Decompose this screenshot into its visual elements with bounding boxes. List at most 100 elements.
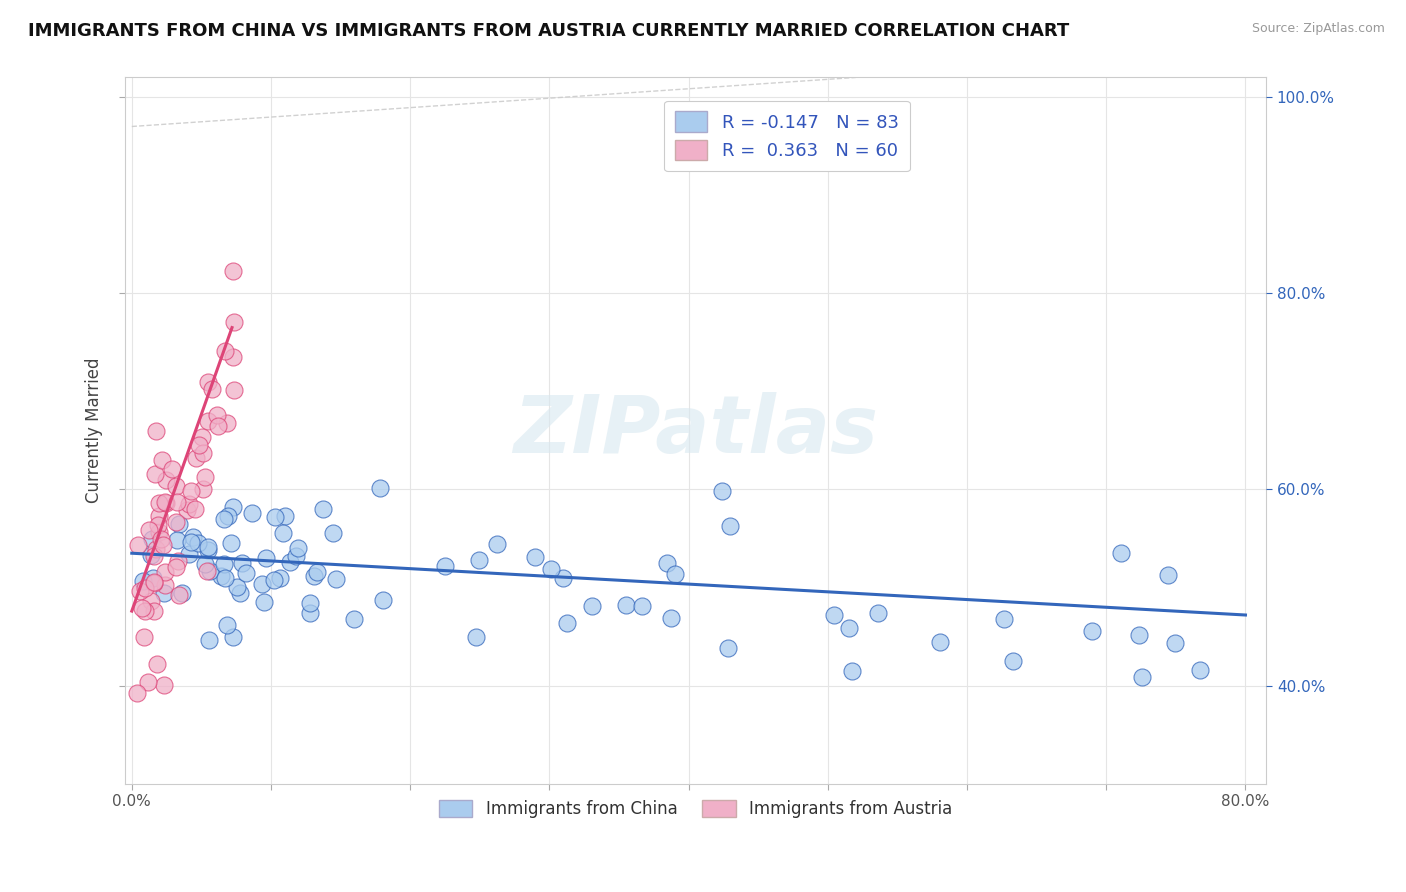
Point xyxy=(145,424,167,438)
Point xyxy=(718,519,741,533)
Point xyxy=(186,451,208,466)
Text: IMMIGRANTS FROM CHINA VS IMMIGRANTS FROM AUSTRIA CURRENTLY MARRIED CORRELATION C: IMMIGRANTS FROM CHINA VS IMMIGRANTS FROM… xyxy=(28,22,1070,40)
Point xyxy=(271,525,294,540)
Point xyxy=(1189,663,1212,677)
Point xyxy=(278,555,301,569)
Point xyxy=(866,606,889,620)
Point xyxy=(170,586,193,600)
Point xyxy=(207,418,229,433)
Point xyxy=(132,574,155,588)
Point xyxy=(145,541,167,556)
Point xyxy=(1157,567,1180,582)
Point xyxy=(841,664,863,678)
Point xyxy=(993,612,1015,626)
Point xyxy=(285,549,308,564)
Point xyxy=(155,496,177,510)
Point xyxy=(1081,624,1104,638)
Point xyxy=(253,595,276,609)
Point xyxy=(152,586,174,600)
Point xyxy=(143,549,166,563)
Point xyxy=(153,578,176,592)
Point xyxy=(205,408,228,422)
Point xyxy=(823,608,845,623)
Point xyxy=(1128,628,1150,642)
Point xyxy=(553,571,575,585)
Point xyxy=(523,550,546,565)
Point xyxy=(187,437,209,451)
Point xyxy=(214,343,236,358)
Point xyxy=(229,585,252,599)
Point xyxy=(169,588,191,602)
Text: ZIPatlas: ZIPatlas xyxy=(513,392,879,469)
Point xyxy=(187,535,209,549)
Point xyxy=(134,581,156,595)
Point xyxy=(655,556,678,570)
Point xyxy=(191,430,214,444)
Point xyxy=(150,532,173,546)
Point xyxy=(153,678,176,692)
Point xyxy=(166,533,188,547)
Point xyxy=(222,630,245,644)
Point xyxy=(485,537,508,551)
Point xyxy=(143,574,166,589)
Point xyxy=(212,512,235,526)
Point xyxy=(325,572,347,586)
Point xyxy=(710,483,733,498)
Point xyxy=(180,534,202,549)
Point xyxy=(166,494,188,508)
Point xyxy=(165,478,187,492)
Point xyxy=(224,383,246,397)
Point xyxy=(219,536,242,550)
Point xyxy=(200,564,222,578)
Point xyxy=(274,509,297,524)
Point xyxy=(155,565,177,579)
Point xyxy=(252,577,274,591)
Text: Source: ZipAtlas.com: Source: ZipAtlas.com xyxy=(1251,22,1385,36)
Point xyxy=(222,264,245,278)
Point xyxy=(165,559,187,574)
Point xyxy=(152,538,174,552)
Point xyxy=(145,467,167,481)
Point xyxy=(368,482,391,496)
Point xyxy=(302,569,325,583)
Point xyxy=(373,592,395,607)
Point xyxy=(166,554,188,568)
Point xyxy=(217,416,239,430)
Point xyxy=(298,595,321,609)
Point xyxy=(630,599,652,614)
Point xyxy=(311,501,333,516)
Point xyxy=(165,515,187,529)
Point xyxy=(160,462,183,476)
Point xyxy=(468,552,491,566)
Point xyxy=(145,657,167,671)
Point xyxy=(177,497,200,511)
Point xyxy=(664,567,686,582)
Point xyxy=(1130,670,1153,684)
Point xyxy=(184,501,207,516)
Y-axis label: Currently Married: Currently Married xyxy=(86,358,103,503)
Point xyxy=(127,686,149,700)
Point xyxy=(221,500,243,515)
Point xyxy=(217,509,239,524)
Point xyxy=(148,496,170,510)
Point xyxy=(298,607,321,621)
Point xyxy=(197,541,219,555)
Point xyxy=(148,508,170,523)
Point xyxy=(131,601,153,615)
Point xyxy=(201,382,224,396)
Point xyxy=(433,559,456,574)
Point xyxy=(134,604,156,618)
Point xyxy=(191,446,214,460)
Point xyxy=(193,482,215,496)
Point xyxy=(209,569,232,583)
Point xyxy=(155,494,177,508)
Point xyxy=(127,538,149,552)
Point xyxy=(581,599,603,613)
Point xyxy=(155,473,177,487)
Point xyxy=(197,375,219,389)
Point xyxy=(136,674,159,689)
Point xyxy=(240,506,263,520)
Point xyxy=(464,630,486,644)
Point xyxy=(224,315,246,329)
Point xyxy=(181,529,204,543)
